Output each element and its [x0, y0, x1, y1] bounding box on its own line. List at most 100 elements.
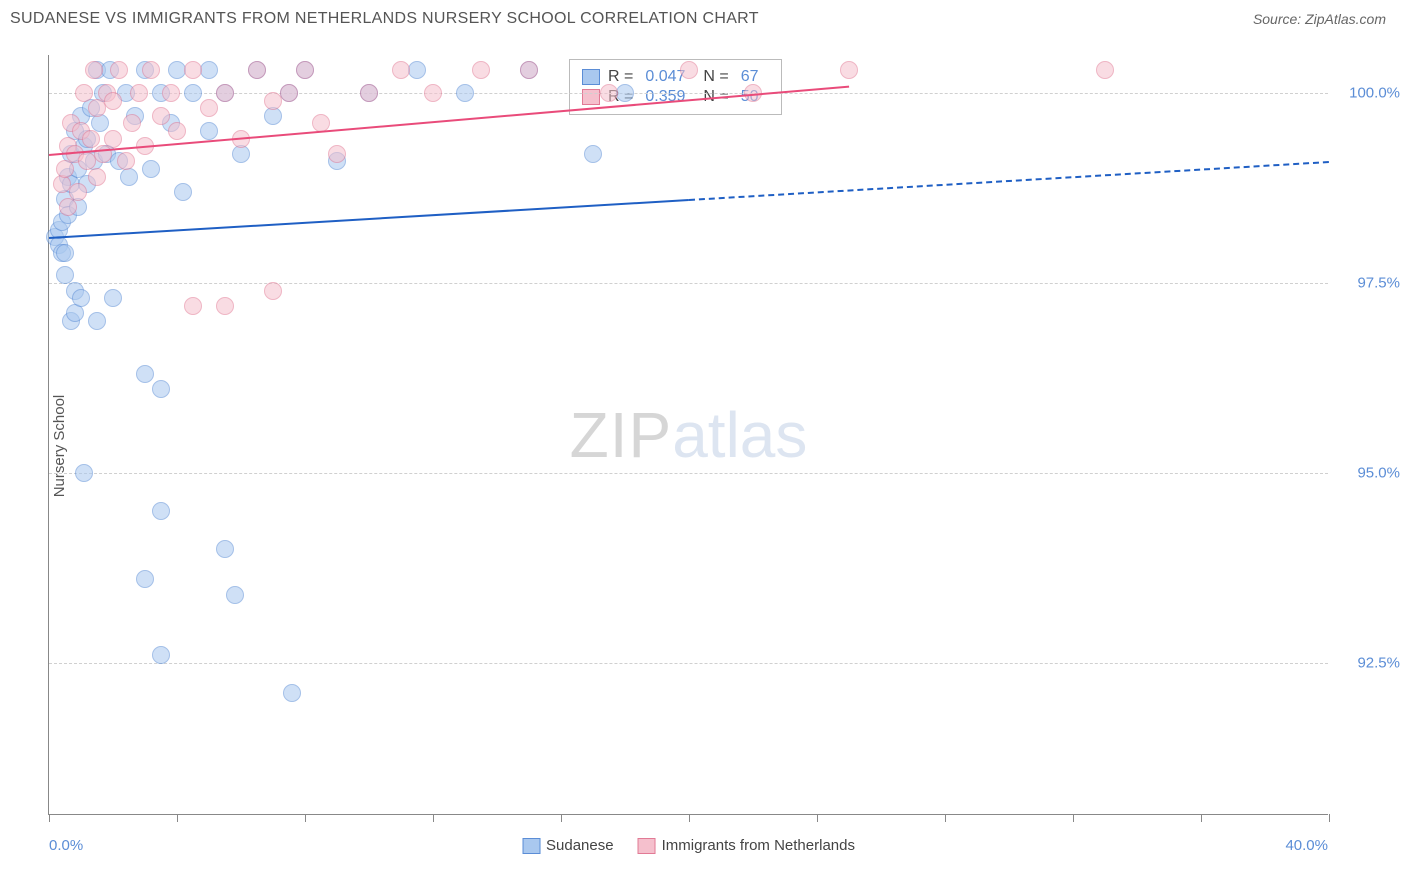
- data-point: [72, 289, 90, 307]
- data-point: [283, 684, 301, 702]
- data-point: [142, 160, 160, 178]
- data-point: [104, 289, 122, 307]
- x-tick: [817, 814, 818, 822]
- data-point: [85, 61, 103, 79]
- x-tick: [177, 814, 178, 822]
- data-point: [184, 61, 202, 79]
- x-min-label: 0.0%: [49, 837, 83, 854]
- data-point: [82, 130, 100, 148]
- scatter-plot: ZIPatlas R =0.047N =67R =0.359N =50 0.0%…: [48, 55, 1328, 815]
- data-point: [152, 380, 170, 398]
- data-point: [152, 107, 170, 125]
- data-point: [88, 312, 106, 330]
- source-label: Source: ZipAtlas.com: [1253, 11, 1386, 27]
- data-point: [120, 168, 138, 186]
- data-point: [136, 365, 154, 383]
- series-legend: Sudanese Immigrants from Netherlands: [522, 837, 855, 854]
- data-point: [162, 84, 180, 102]
- data-point: [110, 61, 128, 79]
- data-point: [59, 198, 77, 216]
- data-point: [174, 183, 192, 201]
- data-point: [680, 61, 698, 79]
- gridline: [49, 93, 1328, 94]
- data-point: [69, 183, 87, 201]
- swatch-icon: [582, 69, 600, 85]
- swatch-icon: [638, 838, 656, 854]
- data-point: [152, 502, 170, 520]
- x-tick: [1073, 814, 1074, 822]
- data-point: [226, 586, 244, 604]
- data-point: [216, 297, 234, 315]
- x-tick: [305, 814, 306, 822]
- x-tick: [689, 814, 690, 822]
- n-value: 67: [741, 68, 759, 86]
- trend-line: [689, 161, 1329, 201]
- data-point: [408, 61, 426, 79]
- data-point: [123, 114, 141, 132]
- data-point: [1096, 61, 1114, 79]
- x-tick: [945, 814, 946, 822]
- swatch-icon: [522, 838, 540, 854]
- data-point: [94, 145, 112, 163]
- legend-item-netherlands: Immigrants from Netherlands: [638, 837, 855, 854]
- gridline: [49, 473, 1328, 474]
- x-tick: [1329, 814, 1330, 822]
- legend-label: Sudanese: [546, 837, 614, 854]
- data-point: [248, 61, 266, 79]
- data-point: [264, 282, 282, 300]
- data-point: [424, 84, 442, 102]
- data-point: [216, 540, 234, 558]
- data-point: [152, 646, 170, 664]
- data-point: [216, 84, 234, 102]
- x-tick: [1201, 814, 1202, 822]
- data-point: [168, 122, 186, 140]
- gridline: [49, 663, 1328, 664]
- data-point: [130, 84, 148, 102]
- data-point: [280, 84, 298, 102]
- data-point: [200, 122, 218, 140]
- trend-line: [49, 199, 689, 239]
- data-point: [616, 84, 634, 102]
- watermark-atlas: atlas: [672, 399, 807, 471]
- data-point: [328, 145, 346, 163]
- data-point: [296, 61, 314, 79]
- data-point: [392, 61, 410, 79]
- data-point: [184, 297, 202, 315]
- watermark-zip: ZIP: [570, 399, 673, 471]
- data-point: [88, 168, 106, 186]
- data-point: [520, 61, 538, 79]
- data-point: [360, 84, 378, 102]
- data-point: [184, 84, 202, 102]
- data-point: [104, 130, 122, 148]
- data-point: [117, 152, 135, 170]
- y-tick-label: 97.5%: [1340, 275, 1400, 292]
- y-tick-label: 95.0%: [1340, 465, 1400, 482]
- data-point: [200, 61, 218, 79]
- watermark: ZIPatlas: [570, 398, 808, 472]
- y-tick-label: 92.5%: [1340, 655, 1400, 672]
- data-point: [75, 464, 93, 482]
- legend-item-sudanese: Sudanese: [522, 837, 614, 854]
- data-point: [200, 99, 218, 117]
- x-tick: [561, 814, 562, 822]
- legend-label: Immigrants from Netherlands: [662, 837, 855, 854]
- data-point: [136, 570, 154, 588]
- swatch-icon: [582, 89, 600, 105]
- y-tick-label: 100.0%: [1340, 85, 1400, 102]
- data-point: [456, 84, 474, 102]
- data-point: [104, 92, 122, 110]
- chart-title: SUDANESE VS IMMIGRANTS FROM NETHERLANDS …: [10, 10, 759, 28]
- x-tick: [433, 814, 434, 822]
- data-point: [56, 244, 74, 262]
- gridline: [49, 283, 1328, 284]
- data-point: [75, 84, 93, 102]
- x-max-label: 40.0%: [1285, 837, 1328, 854]
- x-tick: [49, 814, 50, 822]
- data-point: [56, 160, 74, 178]
- r-label: R =: [608, 68, 633, 86]
- data-point: [600, 84, 618, 102]
- data-point: [142, 61, 160, 79]
- data-point: [840, 61, 858, 79]
- data-point: [584, 145, 602, 163]
- data-point: [472, 61, 490, 79]
